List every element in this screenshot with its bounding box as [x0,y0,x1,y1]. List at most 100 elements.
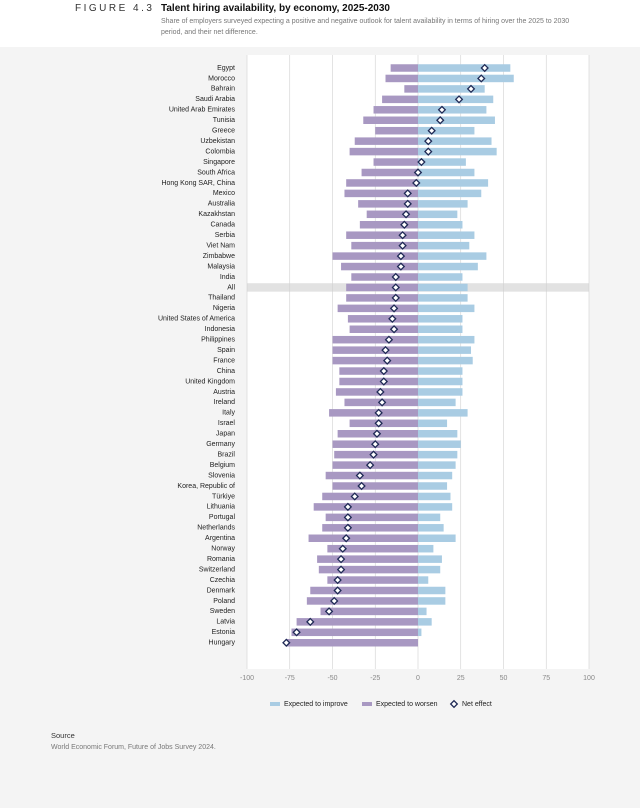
y-tick-label: Saudi Arabia [195,96,235,103]
net-marker [454,95,464,104]
bar [418,304,475,313]
net-marker [379,366,389,376]
bar [418,618,432,626]
net-marker [437,105,447,115]
net-marker [333,575,342,585]
x-tick-label: 50 [500,675,508,682]
net-marker [384,335,394,344]
bar [418,419,448,428]
y-tick-label: United States of America [158,316,235,323]
y-tick-label: Türkiye [212,493,235,500]
net-marker [379,377,389,386]
net-marker [398,230,407,240]
legend-label: Expected to improve [284,701,348,708]
net-marker [372,429,382,438]
y-tick-label: South Africa [197,169,235,176]
y-tick-label: Thailand [208,295,235,302]
bar [344,189,418,198]
bar [418,513,441,522]
y-tick-label: Greece [212,128,235,135]
bar [332,252,418,260]
bar [418,367,463,375]
net-marker [396,262,406,271]
bar [366,210,418,219]
bar [291,628,418,637]
y-tick-label: Japan [216,431,235,438]
net-marker [424,136,433,146]
bar [346,294,418,302]
bar [327,544,418,553]
bar [418,210,458,219]
bar [418,388,463,396]
bar [329,409,418,417]
y-tick-label: Germany [206,441,235,448]
y-tick-label: Australia [208,201,235,208]
net-marker [389,325,399,334]
y-tick-label: United Arab Emirates [169,107,236,114]
bar [418,450,458,459]
bar [418,325,463,333]
net-marker [427,126,436,135]
net-marker [398,241,407,250]
header [0,0,640,47]
bar [341,262,418,271]
x-tick-label: 0 [416,675,420,682]
y-tick-label: Serbia [215,232,235,239]
bar [418,356,473,365]
y-tick-label: Italy [222,410,235,417]
y-tick-label: China [217,368,235,375]
bar [306,597,418,605]
bar [351,273,418,281]
net-marker [396,251,406,261]
bar [418,106,487,114]
y-tick-label: Viet Nam [206,242,235,249]
y-tick-label: Nigeria [213,305,235,312]
y-tick-label: Hungary [209,640,236,647]
y-tick-label: Spain [217,347,235,354]
y-tick-label: India [220,274,235,281]
bar [418,116,495,124]
net-marker [391,293,400,303]
net-marker [383,356,392,365]
y-tick-label: Switzerland [199,566,235,573]
bar [418,471,453,480]
bar [363,116,418,124]
net-marker [391,272,400,282]
net-marker [329,596,339,606]
y-tick-label: Austria [213,389,235,396]
bar [308,534,418,542]
net-marker [324,607,334,616]
bar [382,95,418,104]
bar [359,221,418,229]
y-tick-label: Malaysia [207,263,235,270]
bar [418,398,456,407]
net-marker [292,628,301,637]
net-marker [357,481,366,491]
bar [418,482,448,490]
y-tick-label: Indonesia [205,326,235,333]
bar [332,346,418,354]
bar [286,639,418,647]
y-tick-label: Singapore [203,159,235,166]
bar [418,607,427,616]
net-marker [333,586,342,595]
bar [337,304,418,313]
bar [346,231,418,239]
bar [351,241,418,250]
net-marker [306,617,315,627]
net-marker [355,471,365,480]
net-marker [388,314,397,324]
bar [418,273,463,281]
bar [418,315,463,323]
net-marker [436,116,445,125]
legend-label: Net effect [462,701,492,708]
net-marker [374,419,383,428]
bar [339,377,418,386]
bar [327,576,418,584]
bar [349,325,418,333]
y-tick-label: Korea, Republic of [177,483,235,490]
bar [418,158,466,166]
bar [418,586,446,595]
y-tick-label: Latvia [216,619,235,626]
